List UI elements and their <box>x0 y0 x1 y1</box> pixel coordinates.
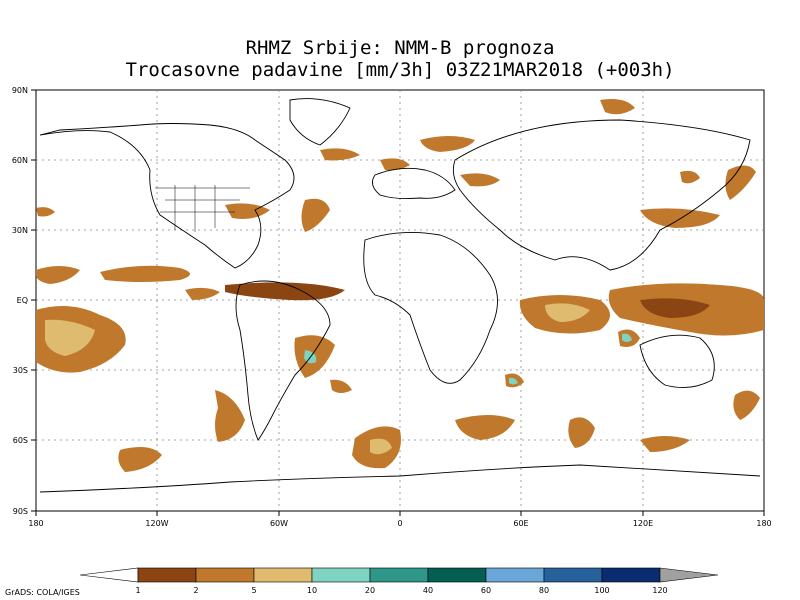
precip-area <box>680 170 700 184</box>
australia-coast <box>639 334 715 389</box>
asia-coast <box>452 119 751 271</box>
legend-swatch <box>601 567 661 583</box>
lon-label: 120E <box>633 519 653 528</box>
precip-area <box>420 136 475 152</box>
legend-level-label: 5 <box>251 586 256 595</box>
europe-coast <box>371 167 456 200</box>
lon-label: 60E <box>513 519 528 528</box>
precip-area <box>380 158 410 171</box>
longitude-labels: 180 120W 60W 0 60E 120E 180 <box>28 519 771 528</box>
legend-swatch <box>369 567 429 583</box>
lat-label: 30N <box>12 226 28 235</box>
legend-level-label: 40 <box>423 586 433 595</box>
lon-label: 60W <box>270 519 288 528</box>
legend-level-label: 2 <box>193 586 198 595</box>
legend-level-label: 20 <box>365 586 375 595</box>
precip-area <box>640 208 720 228</box>
precip-area <box>545 303 590 322</box>
legend-swatch <box>137 567 197 583</box>
legend-swatch <box>195 567 255 583</box>
lat-label: EQ <box>17 296 28 305</box>
precip-area <box>725 165 756 200</box>
lon-label: 180 <box>756 519 771 528</box>
lon-label: 0 <box>397 519 402 528</box>
legend-swatch <box>427 567 487 583</box>
map-panel <box>35 89 765 512</box>
lon-label: 180 <box>28 519 43 528</box>
legend-swatch <box>253 567 313 583</box>
credit-text: GrADS: COLA/IGES <box>5 588 80 597</box>
lat-label: 30S <box>13 366 28 375</box>
legend-level-label: 120 <box>652 586 667 595</box>
precip-area <box>640 298 710 318</box>
precip-area <box>215 390 245 442</box>
legend-swatch <box>311 567 371 583</box>
precip-area <box>600 99 635 115</box>
precip-area <box>36 207 55 217</box>
lat-label: 60S <box>13 436 28 445</box>
precip-area <box>301 198 330 232</box>
lat-label: 90S <box>13 507 28 516</box>
coastlines <box>39 98 761 493</box>
axis-ticks <box>31 89 765 516</box>
precip-area <box>460 173 500 187</box>
precipitation-field <box>36 99 764 472</box>
map-title: RHMZ Srbije: NMM-B prognoza <box>245 37 555 59</box>
precip-area <box>36 266 80 284</box>
legend-level-label: 1 <box>135 586 140 595</box>
lon-label: 120W <box>145 519 168 528</box>
precip-area <box>568 417 595 448</box>
precip-area <box>45 319 95 356</box>
legend-level-label: 10 <box>307 586 317 595</box>
precip-area <box>100 265 190 282</box>
north-america-coast <box>39 123 295 269</box>
precip-area <box>455 415 515 440</box>
legend-level-label: 60 <box>481 586 491 595</box>
precip-area <box>185 287 220 300</box>
precip-area <box>225 282 345 301</box>
legend-swatch <box>543 567 603 583</box>
legend-level-label: 80 <box>539 586 549 595</box>
precip-area <box>225 203 270 219</box>
precip-area <box>640 436 690 452</box>
precip-area <box>622 333 632 342</box>
map-subtitle: Trocasovne padavine [mm/3h] 03Z21MAR2018… <box>125 59 675 81</box>
lat-label: 90N <box>12 86 28 95</box>
legend-level-label: 100 <box>594 586 609 595</box>
precip-area <box>733 390 760 420</box>
legend-end-high <box>659 567 719 583</box>
precip-area <box>320 148 360 161</box>
lat-label: 60N <box>12 156 28 165</box>
greenland-coast <box>289 98 351 146</box>
latitude-labels: 90N 60N 30N EQ 30S 60S 90S <box>12 86 28 516</box>
legend-swatch <box>485 567 545 583</box>
legend-end-low <box>79 567 139 583</box>
precip-area <box>509 377 518 385</box>
precip-area <box>370 438 392 455</box>
africa-coast <box>363 231 498 384</box>
antarctica-coast <box>39 464 761 493</box>
precip-area <box>330 379 352 393</box>
us-state-borders <box>155 185 250 232</box>
south-america-coast <box>235 280 331 441</box>
color-legend: 1 2 5 10 20 40 60 80 100 120 <box>79 567 719 595</box>
precip-area <box>118 446 162 472</box>
